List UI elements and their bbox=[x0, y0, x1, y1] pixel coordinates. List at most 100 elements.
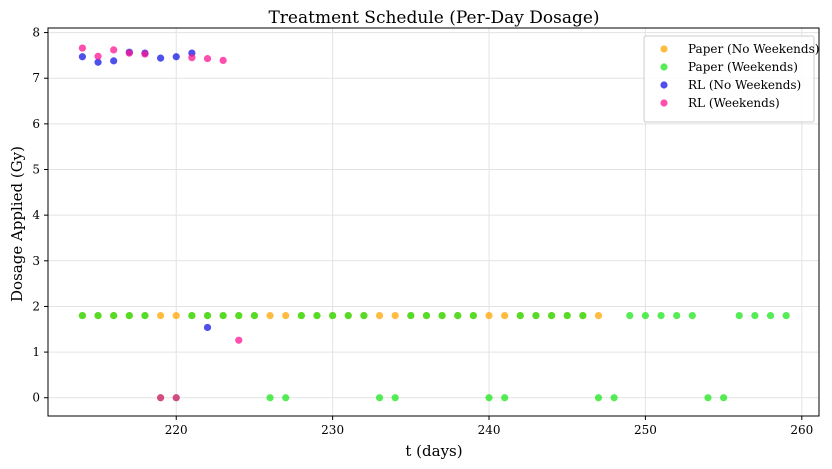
legend-label: Paper (No Weekends) bbox=[688, 42, 819, 56]
data-point-series-3 bbox=[172, 53, 180, 61]
data-point-series-3 bbox=[94, 58, 102, 66]
legend-box bbox=[643, 35, 815, 123]
legend-label: Paper (Weekends) bbox=[688, 60, 798, 74]
data-point-series-1 bbox=[594, 311, 603, 320]
data-point-series-4 bbox=[172, 394, 180, 402]
axis-ticks: 220 230 240 250 260 0 1 2 3 4 5 6 7 8 bbox=[32, 26, 813, 437]
data-point-series-2 bbox=[141, 311, 149, 320]
data-point-series-1 bbox=[375, 311, 384, 320]
data-point-series-4 bbox=[110, 46, 118, 54]
x-tick-label: 240 bbox=[478, 423, 501, 437]
data-point-series-4 bbox=[203, 54, 212, 63]
plot-frame bbox=[47, 27, 820, 417]
data-point-series-2 bbox=[516, 311, 524, 320]
data-point-series-2 bbox=[375, 394, 384, 402]
data-point-series-2 bbox=[454, 311, 462, 320]
data-point-series-2 bbox=[422, 311, 431, 320]
data-point-series-4 bbox=[157, 394, 165, 402]
data-point-series-2 bbox=[563, 311, 571, 320]
data-point-series-1 bbox=[391, 311, 399, 320]
data-point-series-1 bbox=[282, 311, 290, 320]
data-point-series-1 bbox=[157, 311, 165, 320]
data-point-series-2 bbox=[469, 311, 477, 320]
data-point-series-1 bbox=[172, 311, 180, 320]
data-point-series-2 bbox=[594, 394, 603, 402]
data-point-series-2 bbox=[219, 311, 227, 320]
y-tick-label: 3 bbox=[32, 254, 40, 268]
legend-label: RL (Weekends) bbox=[688, 96, 780, 110]
legend-marker bbox=[660, 81, 668, 89]
y-tick-label: 1 bbox=[32, 345, 40, 359]
data-point-series-1 bbox=[266, 311, 274, 320]
data-point-series-2 bbox=[610, 394, 618, 402]
legend-marker bbox=[660, 63, 668, 71]
data-point-series-2 bbox=[78, 311, 87, 320]
chart-title: Treatment Schedule (Per-Day Dosage) bbox=[268, 8, 599, 28]
y-tick-label: 2 bbox=[32, 299, 40, 313]
data-point-series-4 bbox=[188, 54, 196, 62]
y-tick-label: 5 bbox=[32, 163, 40, 177]
legend: Paper (No Weekends) Paper (Weekends) RL (N… bbox=[643, 35, 819, 123]
data-point-series-2 bbox=[782, 311, 790, 320]
data-point-series-3 bbox=[78, 53, 87, 61]
data-point-series-2 bbox=[579, 311, 587, 320]
legend-marker bbox=[660, 99, 668, 107]
legend-label: RL (No Weekends) bbox=[688, 78, 801, 92]
data-point-series-2 bbox=[641, 311, 650, 320]
data-point-series-2 bbox=[626, 311, 634, 320]
legend-marker bbox=[660, 45, 668, 53]
data-point-series-2 bbox=[203, 311, 212, 320]
y-tick-label: 4 bbox=[32, 208, 40, 222]
data-point-series-4 bbox=[141, 50, 149, 58]
data-point-series-4 bbox=[125, 49, 133, 57]
data-point-series-1 bbox=[485, 311, 493, 320]
data-point-series-2 bbox=[329, 311, 337, 320]
y-tick-label: 7 bbox=[32, 71, 40, 85]
data-point-series-4 bbox=[235, 336, 243, 344]
x-tick-label: 250 bbox=[634, 423, 657, 437]
x-tick-label: 230 bbox=[321, 423, 344, 437]
data-point-series-4 bbox=[94, 52, 102, 60]
data-point-series-2 bbox=[360, 311, 368, 320]
data-point-series-2 bbox=[720, 394, 728, 402]
x-tick-label: 220 bbox=[165, 423, 188, 437]
data-point-series-2 bbox=[282, 394, 290, 402]
data-point-series-2 bbox=[532, 311, 540, 320]
data-point-series-2 bbox=[250, 311, 259, 320]
data-point-series-2 bbox=[391, 394, 399, 402]
y-tick-label: 8 bbox=[32, 26, 40, 40]
data-point-series-2 bbox=[438, 311, 446, 320]
data-point-series-2 bbox=[266, 394, 274, 402]
data-point-series-2 bbox=[657, 311, 665, 320]
y-tick-label: 6 bbox=[32, 117, 40, 131]
y-tick-label: 0 bbox=[32, 391, 40, 405]
data-point-series-2 bbox=[344, 311, 352, 320]
data-point-series-2 bbox=[766, 311, 775, 320]
data-point-series-1 bbox=[501, 311, 509, 320]
data-point-series-2 bbox=[110, 311, 118, 320]
data-point-series-2 bbox=[735, 311, 743, 320]
data-point-series-2 bbox=[235, 311, 243, 320]
data-point-series-2 bbox=[673, 311, 681, 320]
data-point-series-2 bbox=[313, 311, 321, 320]
data-point-series-2 bbox=[407, 311, 415, 320]
x-axis-label: t (days) bbox=[405, 442, 462, 460]
x-tick-label: 260 bbox=[790, 423, 813, 437]
data-point-series-2 bbox=[94, 311, 102, 320]
data-point-series-2 bbox=[188, 311, 196, 320]
data-point-series-3 bbox=[110, 57, 118, 65]
data-point-series-2 bbox=[125, 311, 133, 320]
data-point-series-2 bbox=[704, 394, 712, 402]
data-point-series-2 bbox=[547, 311, 556, 320]
data-point-series-2 bbox=[688, 311, 696, 320]
data-point-series-2 bbox=[297, 311, 305, 320]
data-point-series-2 bbox=[485, 394, 493, 402]
y-axis-label: Dosage Applied (Gy) bbox=[8, 146, 26, 302]
data-point-series-3 bbox=[157, 54, 165, 62]
data-point-series-4 bbox=[78, 44, 87, 52]
data-point-series-4 bbox=[219, 56, 227, 65]
data-point-series-2 bbox=[501, 394, 509, 402]
data-point-series-3 bbox=[203, 323, 212, 332]
data-points bbox=[78, 44, 790, 402]
